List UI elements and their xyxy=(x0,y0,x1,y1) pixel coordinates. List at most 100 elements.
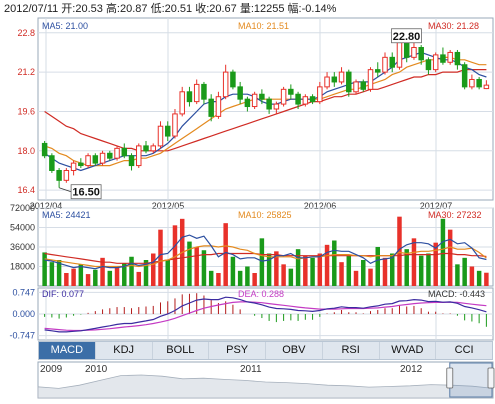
candle-body xyxy=(128,155,135,167)
volume-bar xyxy=(426,253,431,286)
candle-body xyxy=(215,96,222,117)
navigator-year-label: 2012 xyxy=(400,364,423,375)
candle-body xyxy=(360,81,367,90)
price-y-tick: 19.6 xyxy=(17,106,35,116)
volume-bar xyxy=(274,251,279,286)
candle-body xyxy=(49,155,55,171)
volume-bar xyxy=(418,255,424,286)
candle-body xyxy=(172,113,178,137)
price-y-tick: 16.4 xyxy=(17,185,35,195)
price-x-tick: 2012/05 xyxy=(152,201,185,211)
candle-body xyxy=(136,145,142,167)
volume-bar xyxy=(484,272,489,286)
volume-bar xyxy=(208,270,214,286)
tab-obv[interactable]: OBV xyxy=(266,342,323,359)
volume-bar xyxy=(245,266,250,286)
volume-bar xyxy=(78,264,84,286)
candle-body xyxy=(157,125,164,147)
tab-rsi[interactable]: RSI xyxy=(323,342,380,359)
volume-bar xyxy=(303,255,308,286)
volume-bar xyxy=(259,238,265,286)
volume-bar xyxy=(158,229,163,286)
volume-bar xyxy=(136,271,142,286)
volume-y-tick: 72000 xyxy=(10,203,35,213)
navigator-right-handle[interactable] xyxy=(487,367,495,389)
volume-y-tick: 18000 xyxy=(10,262,35,272)
navigator-year-label: 2009 xyxy=(40,364,63,375)
candle-body xyxy=(418,47,424,61)
volume-bar xyxy=(411,238,417,286)
volume-legend-ma5: MA5: 24421 xyxy=(42,210,91,220)
candle-body xyxy=(367,69,374,90)
candle-body xyxy=(411,47,417,58)
volume-bar xyxy=(129,256,134,286)
volume-bar xyxy=(194,247,199,286)
volume-bar xyxy=(187,241,192,286)
candle-body xyxy=(164,125,171,137)
volume-bar xyxy=(404,249,409,286)
candle-body xyxy=(425,59,432,71)
candle-body xyxy=(259,93,265,100)
candle-body xyxy=(295,93,301,105)
candle-body xyxy=(41,142,48,157)
volume-ma10-line xyxy=(44,245,487,268)
high-marker-label: 22.80 xyxy=(393,31,421,43)
volume-bar xyxy=(382,257,388,286)
candle-body xyxy=(230,71,236,88)
volume-bar xyxy=(223,223,228,286)
candle-body xyxy=(447,51,453,63)
candle-body xyxy=(375,69,381,73)
price-ma10-line xyxy=(44,56,487,167)
candle-body xyxy=(317,86,323,103)
volume-bar xyxy=(266,253,272,286)
candle-body xyxy=(432,54,439,71)
high-marker-box xyxy=(391,28,422,44)
volume-legend-ma10: MA10: 25825 xyxy=(238,210,292,220)
navigator-year-label: 2011 xyxy=(240,364,262,375)
candle-body xyxy=(107,152,113,159)
volume-bar xyxy=(346,255,352,286)
candle-body xyxy=(266,98,272,110)
candle-body xyxy=(396,42,403,68)
navigator-window[interactable] xyxy=(449,362,493,398)
candle-body xyxy=(92,155,99,164)
low-marker-leader xyxy=(58,187,72,193)
tab-macd[interactable]: MACD xyxy=(39,342,96,359)
volume-bar xyxy=(49,262,55,286)
candle-body xyxy=(469,78,475,88)
volume-bar xyxy=(216,273,221,286)
tab-boll[interactable]: BOLL xyxy=(153,342,210,359)
indicator-tabs: MACD KDJ BOLL PSY OBV RSI WVAD CCI xyxy=(38,341,493,360)
candle-body xyxy=(114,147,120,159)
price-x-tick: 2012/07 xyxy=(420,201,453,211)
candle-body xyxy=(331,76,338,83)
candle-body xyxy=(244,98,251,108)
price-x-tick: 2012/06 xyxy=(304,201,337,211)
tab-cci[interactable]: CCI xyxy=(454,344,474,356)
navigator-left-handle[interactable] xyxy=(446,367,454,389)
candle-body xyxy=(353,81,359,93)
volume-bar xyxy=(324,244,330,286)
tab-kdj[interactable]: KDJ xyxy=(96,342,153,359)
price-y-tick: 18.0 xyxy=(17,146,35,156)
volume-bar xyxy=(172,225,178,286)
volume-bar xyxy=(447,229,453,286)
candle-body xyxy=(85,155,91,167)
candle-body xyxy=(461,64,468,88)
candle-body xyxy=(179,91,185,115)
volume-bar xyxy=(151,253,156,286)
volume-bar xyxy=(440,218,446,286)
tab-wvad[interactable]: WVAD xyxy=(380,342,437,359)
tab-psy[interactable]: PSY xyxy=(209,342,266,359)
volume-bar xyxy=(295,249,301,286)
price-panel-frame xyxy=(37,17,494,201)
volume-bar xyxy=(433,242,438,286)
volume-bar xyxy=(201,250,207,286)
volume-legend-ma30: MA30: 27232 xyxy=(428,210,482,220)
candle-body xyxy=(288,88,294,95)
macd-y-tick: 0.747 xyxy=(12,287,35,297)
volume-bar xyxy=(368,268,373,286)
candle-body xyxy=(143,145,149,152)
